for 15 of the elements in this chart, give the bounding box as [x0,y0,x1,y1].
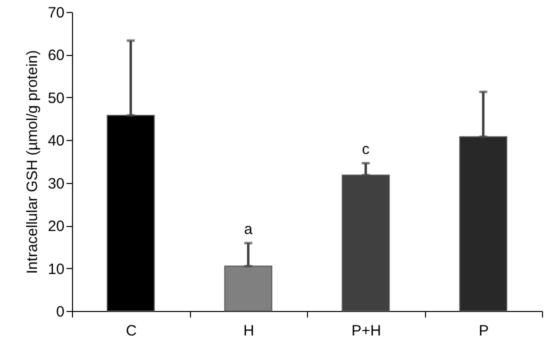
annotation: c [362,141,370,158]
x-tick-label: P+H [351,322,382,340]
y-tick-label: 70 [48,4,64,22]
annotation: a [244,221,254,238]
y-tick-label: 0 [56,304,64,320]
y-tick-label: 40 [48,132,64,150]
x-tick-label: C [126,322,137,340]
y-tick-label: 10 [48,260,64,278]
y-tick-label: 20 [48,218,64,236]
x-tick-label: P [478,322,489,340]
y-tick-label: 50 [48,90,64,107]
y-tick-label: 30 [48,175,64,192]
x-tick-label: H [243,322,254,340]
y-tick-label: 60 [48,47,64,64]
y-axis-title: Intracellular GSH (µmol/g protein) [24,50,41,274]
